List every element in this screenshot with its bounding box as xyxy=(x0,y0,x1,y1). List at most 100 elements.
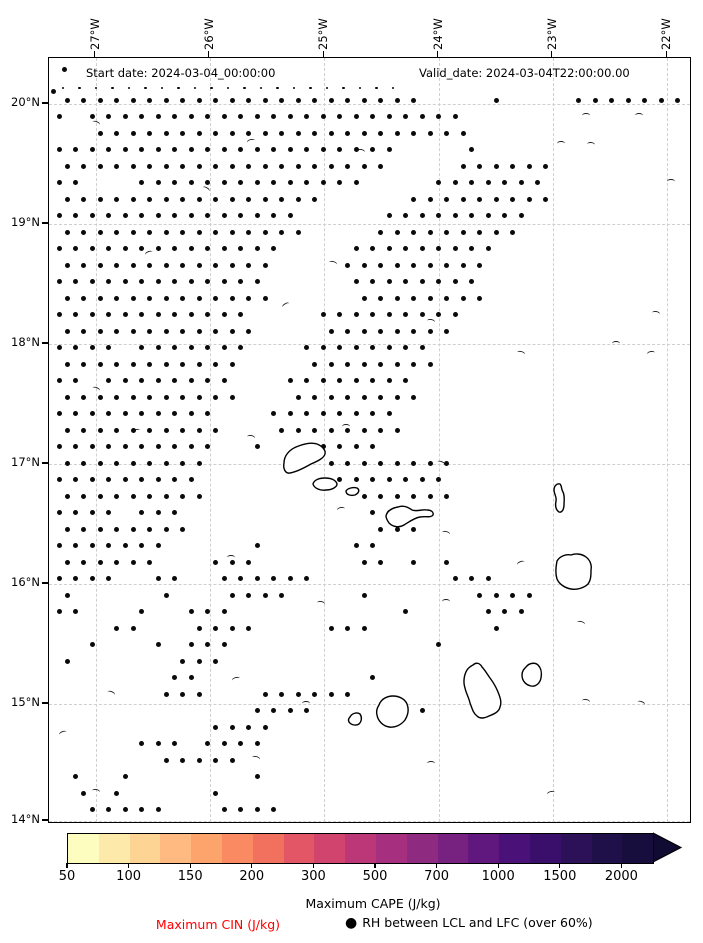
rh-dot xyxy=(221,279,227,284)
rh-dot xyxy=(452,114,458,119)
rh-dot xyxy=(106,246,111,251)
rh-dot xyxy=(106,576,111,581)
rh-dot xyxy=(73,312,78,317)
rh-dot xyxy=(271,180,276,185)
rh-dot xyxy=(436,477,441,482)
rh-dot xyxy=(89,246,95,251)
rh-dot xyxy=(56,147,62,152)
rh-dot xyxy=(444,559,449,565)
rh-dot xyxy=(89,345,95,350)
rh-dot xyxy=(254,708,260,713)
rh-dot xyxy=(543,196,548,202)
rh-dot xyxy=(205,180,210,185)
rh-dot xyxy=(64,658,70,664)
rh-dot xyxy=(543,163,548,169)
rh-dot xyxy=(378,526,383,532)
rh-dot xyxy=(394,262,400,268)
gridline-lat xyxy=(49,704,690,705)
colorbar-segment xyxy=(406,834,438,863)
rh-dot xyxy=(73,774,78,779)
rh-dot xyxy=(221,576,227,581)
rh-dot xyxy=(361,559,367,565)
rh-dot xyxy=(147,163,152,169)
rh-dot xyxy=(163,394,169,400)
cin-contour-fragment xyxy=(576,620,586,627)
rh-dot xyxy=(246,262,251,268)
rh-dot xyxy=(427,361,433,367)
coastline-layer xyxy=(283,442,592,728)
rh-dot xyxy=(188,279,194,284)
rh-dot xyxy=(518,609,524,614)
rh-dot xyxy=(386,246,392,251)
rh-dot xyxy=(361,625,367,631)
rh-dot xyxy=(106,510,111,515)
cin-contour-fragment xyxy=(612,341,620,346)
rh-dot xyxy=(353,543,359,548)
rh-dot xyxy=(114,262,119,268)
rh-dot xyxy=(378,559,383,565)
rh-dot xyxy=(139,279,144,284)
rh-dot xyxy=(106,411,111,416)
rh-dot xyxy=(427,493,433,499)
rh-dot xyxy=(345,163,350,169)
rh-dot xyxy=(56,444,62,449)
rh-dot xyxy=(419,114,425,119)
rh-dot xyxy=(81,526,86,532)
rh-dot xyxy=(221,807,227,812)
rh-dot xyxy=(361,97,367,103)
rh-dot xyxy=(295,196,301,202)
rh-dot xyxy=(163,427,169,433)
rh-dot xyxy=(130,328,136,334)
rh-dot xyxy=(419,345,425,350)
rh-dot xyxy=(271,708,276,713)
rh-dot xyxy=(64,361,70,367)
rh-dot xyxy=(518,213,524,218)
rh-dot xyxy=(378,460,383,466)
rh-dot xyxy=(172,477,177,482)
rh-dot xyxy=(196,658,202,664)
rh-dot xyxy=(411,361,416,367)
rh-dot xyxy=(73,477,78,482)
rh-dot xyxy=(493,229,499,235)
rh-dot xyxy=(130,196,136,202)
rh-dot xyxy=(221,246,227,251)
rh-dot xyxy=(130,97,136,103)
rh-dot xyxy=(188,609,194,614)
rh-dot xyxy=(64,328,70,334)
rh-dot xyxy=(279,130,284,136)
rh-dot xyxy=(172,741,177,746)
rh-dot xyxy=(403,345,408,350)
rh-dot xyxy=(205,246,210,251)
cin-contour-fragment xyxy=(342,424,350,429)
rh-dot xyxy=(81,229,86,235)
rh-dot xyxy=(370,279,375,284)
rh-dot xyxy=(510,163,515,169)
cin-contour-fragment xyxy=(246,434,256,441)
rh-dot-small xyxy=(309,86,312,90)
rh-dot xyxy=(229,592,235,598)
rh-dot-small xyxy=(111,86,114,90)
rh-dot xyxy=(73,510,78,515)
island-coastline-maio xyxy=(521,662,543,687)
rh-dot xyxy=(254,576,260,581)
rh-dot xyxy=(180,658,185,664)
rh-dot xyxy=(246,724,251,730)
cin-contour-fragment xyxy=(546,790,556,797)
rh-dot xyxy=(444,196,449,202)
rh-dot xyxy=(89,114,95,119)
lat-axis-tick xyxy=(42,342,48,344)
rh-dot xyxy=(427,295,433,301)
rh-dot xyxy=(97,493,103,499)
rh-dot xyxy=(229,625,235,631)
lat-tick-label: 15°N xyxy=(11,695,40,709)
rh-dot xyxy=(196,328,202,334)
rh-dot xyxy=(403,213,408,218)
rh-dot xyxy=(130,229,136,235)
rh-dot xyxy=(419,708,425,713)
rh-dot xyxy=(510,229,515,235)
rh-dot xyxy=(469,147,474,152)
rh-dot xyxy=(518,180,524,185)
rh-dot xyxy=(81,559,86,565)
rh-dot xyxy=(287,213,293,218)
colorbar-segment xyxy=(129,834,161,863)
